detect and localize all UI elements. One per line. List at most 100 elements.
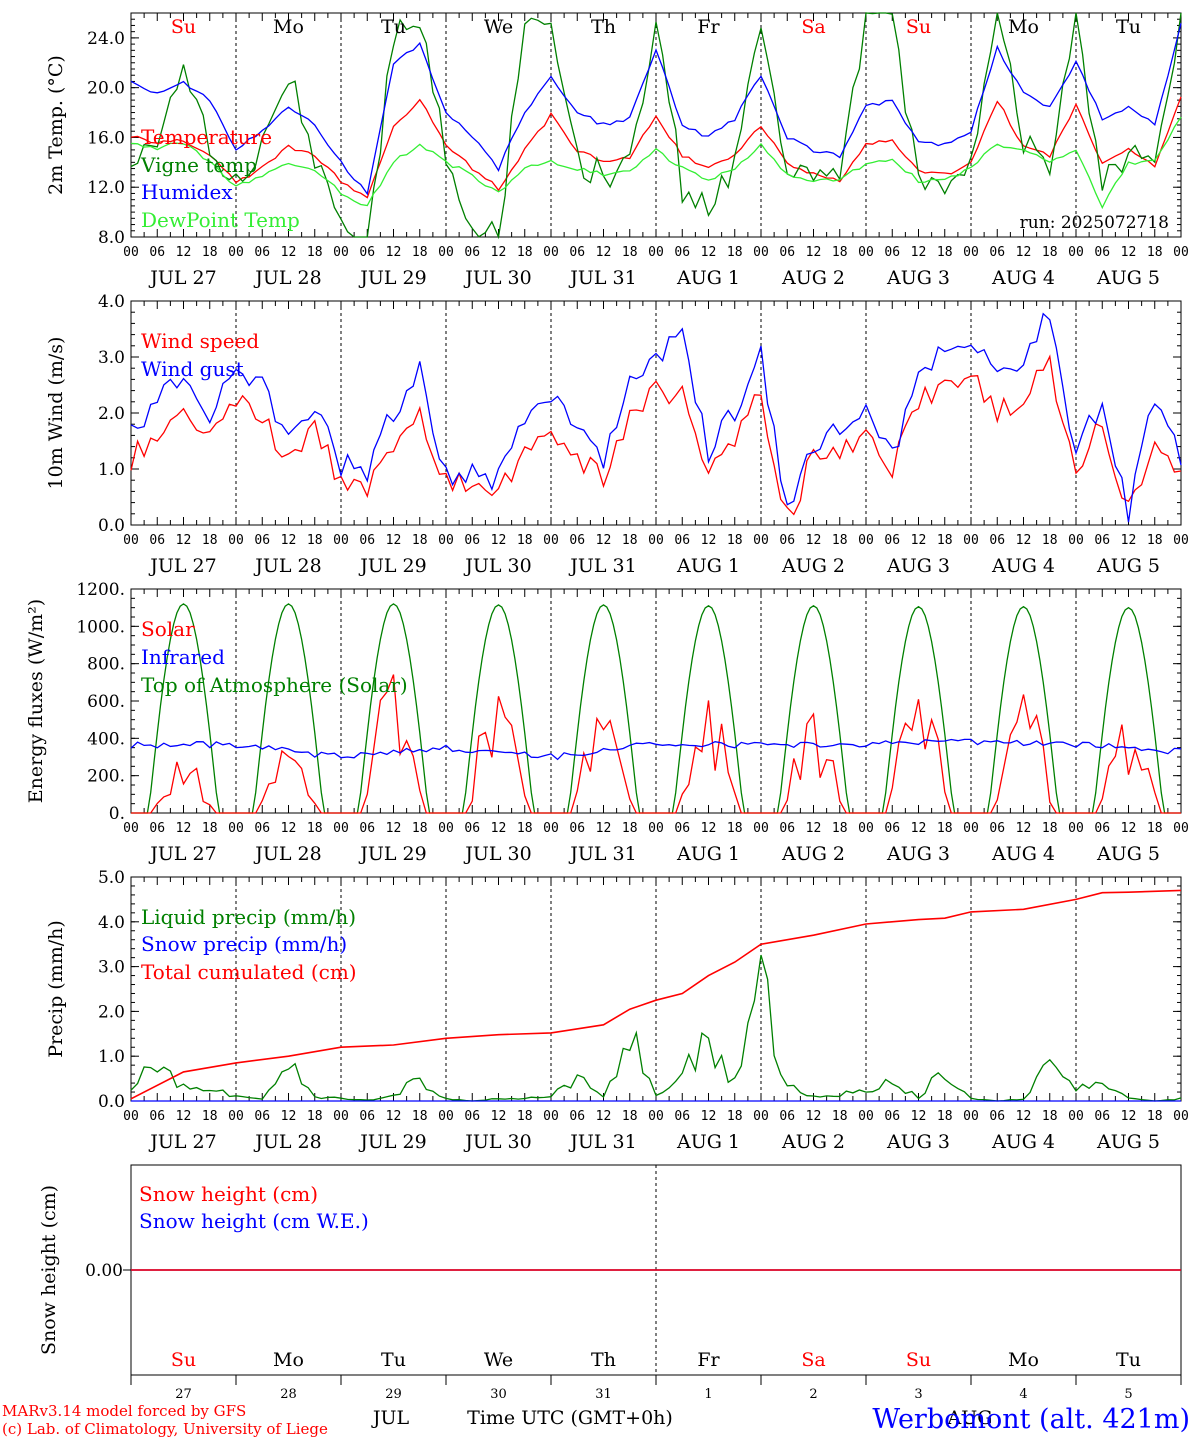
weekday-label: Sa	[801, 1349, 825, 1371]
hour-tick-label: 12	[491, 245, 507, 260]
weekday-label: We	[484, 1349, 513, 1371]
weekday-label: Mo	[1008, 1349, 1039, 1371]
hour-tick-label: 18	[622, 821, 638, 836]
hour-tick-label: 06	[674, 245, 690, 260]
legend-entry: Total cumulated (cm)	[141, 960, 357, 984]
weekday-label: Tu	[1116, 16, 1141, 38]
hour-tick-label: 00	[333, 821, 349, 836]
hour-tick-label: 18	[727, 245, 743, 260]
hour-tick-label: 18	[937, 821, 953, 836]
hour-tick-label: 12	[596, 1109, 612, 1124]
date-label: JUL 29	[358, 267, 426, 289]
hour-tick-label: 18	[622, 1109, 638, 1124]
hour-tick-label: 06	[359, 821, 375, 836]
hour-tick-label: 12	[596, 821, 612, 836]
date-label: AUG 2	[781, 555, 845, 577]
hour-tick-label: 18	[937, 1109, 953, 1124]
y-tick-label: 400.	[87, 729, 125, 749]
text-labels: 00 06 12 18 JUL 27 00 06 12 18 JUL 28 00 06 12 18 JUL …	[2, 16, 1190, 1438]
hour-tick-label: 18	[727, 1109, 743, 1124]
date-label: AUG 3	[886, 555, 950, 577]
date-label: JUL 29	[358, 555, 426, 577]
weekday-label: Su	[171, 1349, 196, 1371]
hour-tick-label: 06	[1094, 533, 1110, 548]
hour-tick-label: 18	[1042, 821, 1058, 836]
hour-tick-label: 06	[464, 821, 480, 836]
day-number: 31	[595, 1387, 612, 1402]
y-tick-label: 1.0	[98, 460, 125, 480]
hour-tick-label: 00	[228, 821, 244, 836]
temp-line-3	[130, 116, 1182, 210]
y-tick-label: 0.0	[98, 1092, 125, 1112]
date-label: AUG 4	[991, 267, 1055, 289]
y-tick-label: 20.0	[87, 79, 125, 99]
weekday-label: Su	[906, 1349, 931, 1371]
y-tick-label: 2.0	[98, 404, 125, 424]
legend-entry: Solar	[141, 617, 195, 641]
y-tick-label: 2.0	[98, 1002, 125, 1022]
weekday-label: Mo	[1008, 16, 1039, 38]
y-tick-label: 600.	[87, 692, 125, 712]
copyright: (c) Lab. of Climatology, University of L…	[2, 1420, 328, 1438]
weekday-label: Tu	[381, 16, 406, 38]
hour-tick-label: 18	[412, 1109, 428, 1124]
date-label: JUL 27	[148, 843, 216, 865]
hour-tick-label: 12	[1121, 1109, 1137, 1124]
hour-tick-label: 06	[464, 1109, 480, 1124]
weekday-label: Fr	[697, 1349, 720, 1371]
hour-tick-label: 12	[911, 821, 927, 836]
y-tick-label: 1000.	[76, 617, 125, 637]
hour-tick-label: 00	[1173, 533, 1189, 548]
hour-tick-label: 06	[254, 821, 270, 836]
hour-tick-label: 00	[543, 821, 559, 836]
weekday-label: We	[484, 16, 513, 38]
hour-tick-label: 06	[149, 821, 165, 836]
y-axis-label: Snow height (cm)	[38, 1185, 60, 1355]
hour-tick-label: 12	[1016, 1109, 1032, 1124]
hour-tick-label: 18	[202, 245, 218, 260]
model-credit: MARv3.14 model forced by GFS	[2, 1402, 246, 1420]
date-label: AUG 2	[781, 843, 845, 865]
hour-tick-label: 18	[727, 533, 743, 548]
hour-tick-label: 00	[543, 245, 559, 260]
date-label: AUG 1	[676, 1131, 740, 1153]
hour-tick-label: 06	[674, 533, 690, 548]
month-label-aug: AUG	[947, 1407, 993, 1429]
hour-tick-label: 00	[1068, 821, 1084, 836]
date-label: JUL 28	[253, 1131, 321, 1153]
hour-tick-label: 00	[1068, 1109, 1084, 1124]
y-axis-label: 2m Temp. (°C)	[45, 55, 67, 195]
temp-line-2	[130, 23, 1182, 196]
hour-tick-label: 06	[884, 1109, 900, 1124]
date-label: AUG 2	[781, 267, 845, 289]
day-number: 3	[914, 1387, 922, 1402]
date-label: AUG 5	[1096, 267, 1160, 289]
temp-line-1	[130, 12, 1182, 240]
y-tick-label: 16.0	[87, 128, 125, 148]
hour-tick-label: 06	[779, 245, 795, 260]
y-tick-label: 0.00	[85, 1261, 123, 1281]
hour-tick-label: 18	[517, 821, 533, 836]
hour-tick-label: 12	[911, 1109, 927, 1124]
hour-tick-label: 12	[281, 533, 297, 548]
hour-tick-label: 00	[963, 1109, 979, 1124]
date-label: AUG 1	[676, 555, 740, 577]
date-label: JUL 28	[253, 843, 321, 865]
hour-tick-label: 00	[963, 821, 979, 836]
hour-tick-label: 00	[228, 1109, 244, 1124]
hour-tick-label: 00	[1068, 245, 1084, 260]
hour-tick-label: 18	[307, 245, 323, 260]
hour-tick-label: 12	[806, 821, 822, 836]
hour-tick-label: 06	[884, 533, 900, 548]
day-number: 27	[175, 1387, 192, 1402]
hour-tick-label: 00	[753, 533, 769, 548]
hour-tick-label: 00	[753, 245, 769, 260]
date-label: JUL 31	[568, 843, 636, 865]
hour-tick-label: 00	[333, 1109, 349, 1124]
y-tick-label: 24.0	[87, 29, 125, 49]
date-label: JUL 31	[568, 1131, 636, 1153]
legend-entry: Snow height (cm W.E.)	[139, 1209, 369, 1233]
hour-tick-label: 00	[543, 1109, 559, 1124]
hour-tick-label: 12	[491, 533, 507, 548]
date-label: JUL 27	[148, 555, 216, 577]
